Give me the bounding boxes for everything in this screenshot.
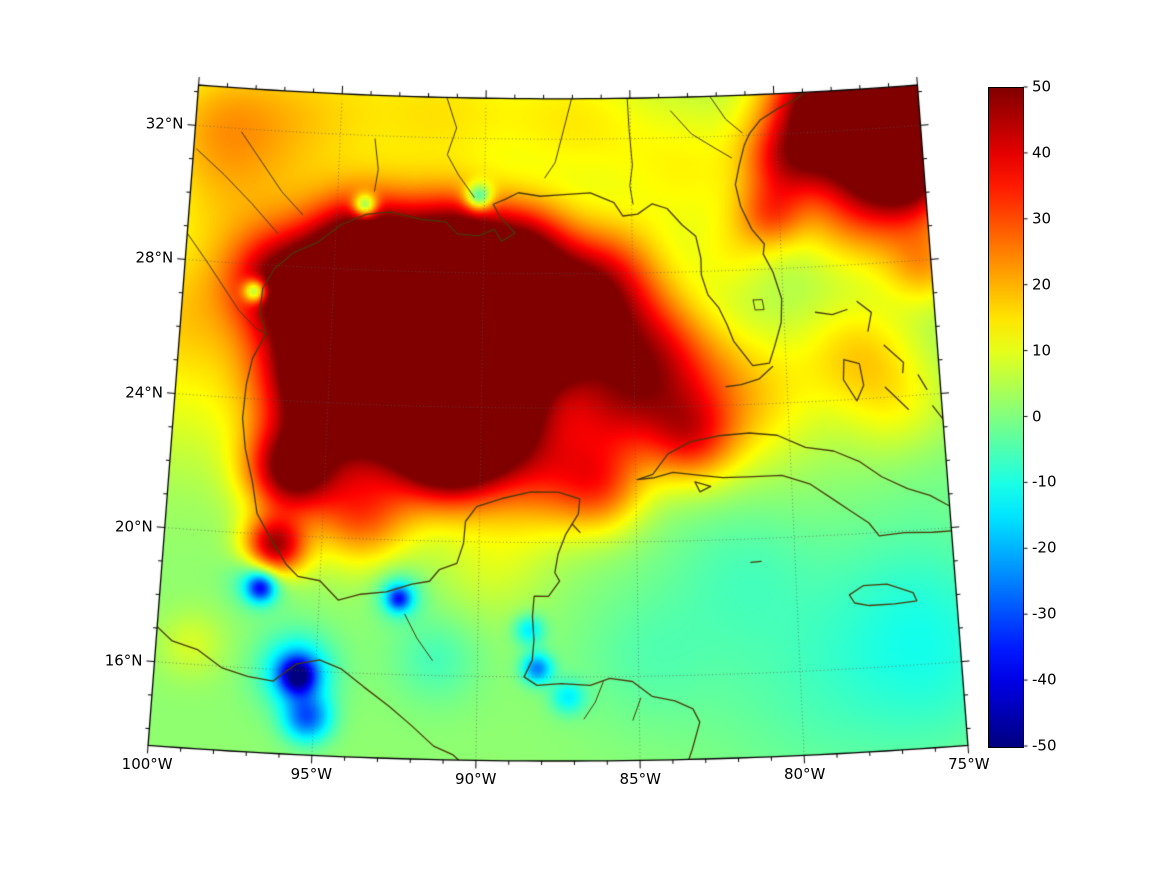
lon-tick-label: 95°W <box>290 765 333 784</box>
lat-tick-label: 20°N <box>114 517 153 536</box>
colorbar-tick-label: 10 <box>1032 341 1052 360</box>
colorbar <box>988 87 1024 748</box>
colorbar-tick-label: 40 <box>1032 143 1052 162</box>
lat-tick-label: 28°N <box>135 248 174 267</box>
colorbar-tick-label: 50 <box>1032 77 1052 96</box>
colorbar-tick-label: -30 <box>1032 604 1057 623</box>
lon-tick-label: 100°W <box>121 755 173 774</box>
colorbar-tick-label: -10 <box>1032 472 1057 491</box>
lat-tick-label: 16°N <box>104 651 143 670</box>
colorbar-tick-label: 0 <box>1032 407 1042 425</box>
lon-tick-label: 80°W <box>783 765 826 784</box>
colorbar-tick-label: -40 <box>1032 670 1057 689</box>
lon-tick-label: 85°W <box>619 770 661 789</box>
lon-tick-label: 75°W <box>948 755 990 774</box>
colorbar-tick-label: 20 <box>1032 275 1052 294</box>
lat-tick-label: 32°N <box>145 114 184 133</box>
lat-tick-label: 24°N <box>125 383 164 402</box>
colorbar-tick-label: -20 <box>1032 538 1057 557</box>
colorbar-tick-label: -50 <box>1032 736 1057 755</box>
lon-tick-label: 90°W <box>455 770 497 789</box>
colorbar-tick-label: 30 <box>1032 209 1052 228</box>
